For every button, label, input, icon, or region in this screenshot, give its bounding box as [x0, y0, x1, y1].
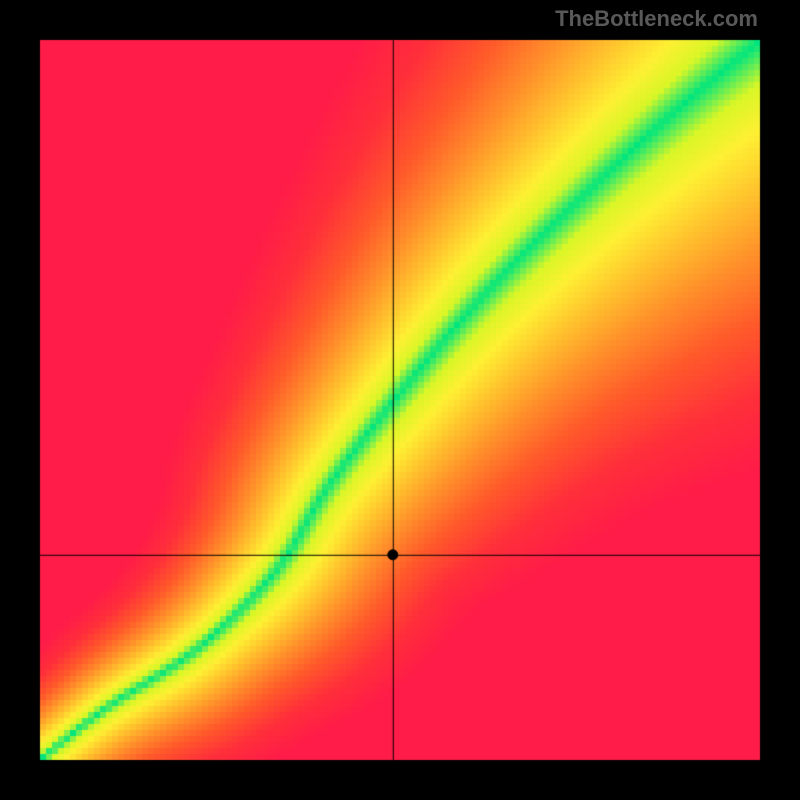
watermark-text: TheBottleneck.com [555, 6, 758, 32]
overlay-canvas [0, 0, 800, 800]
chart-container: TheBottleneck.com [0, 0, 800, 800]
